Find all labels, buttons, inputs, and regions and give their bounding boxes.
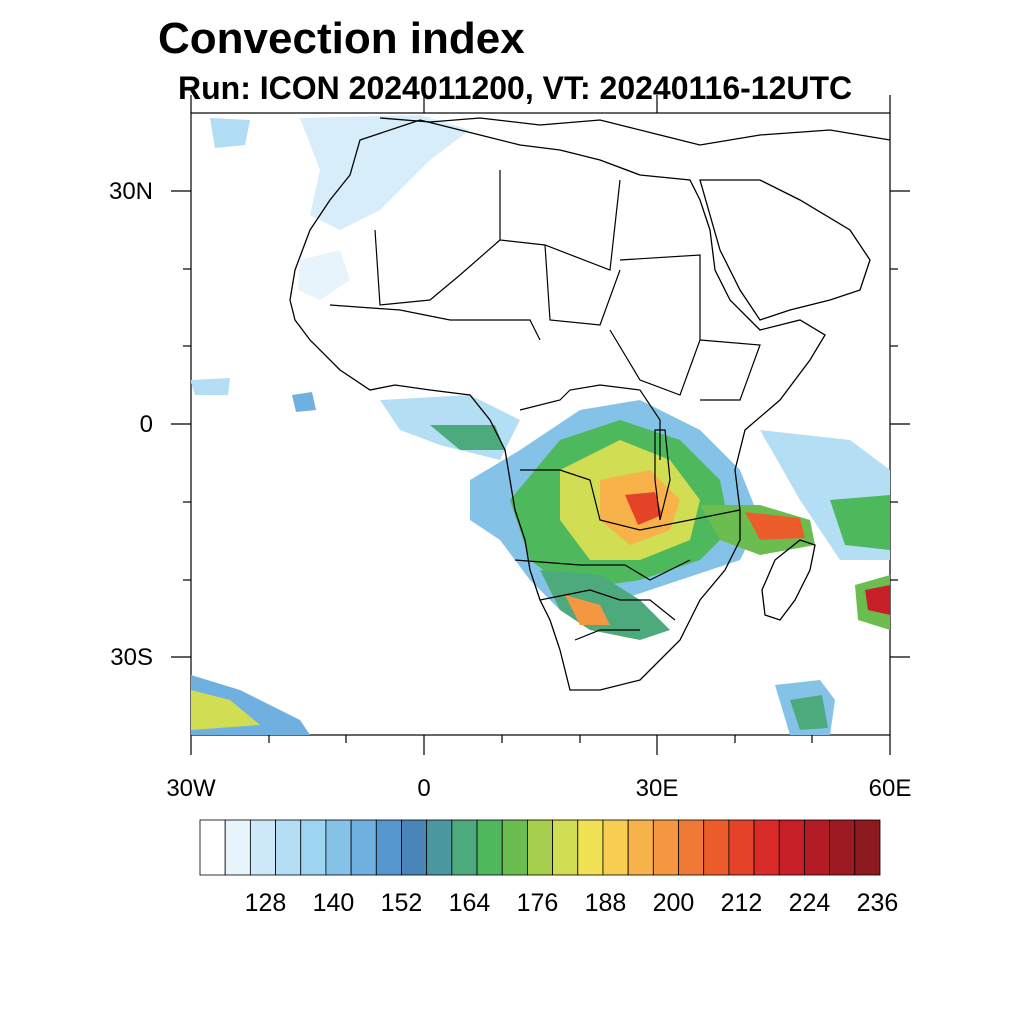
europe-coastline	[379, 117, 890, 146]
convection-field	[191, 115, 890, 735]
shade-cyclone-core	[865, 585, 890, 615]
colorbar-swatch	[527, 819, 553, 876]
shade-southern-core	[565, 595, 610, 625]
colorbar-label: 200	[653, 889, 695, 917]
shade-west-sahara	[298, 250, 350, 300]
shade-atlantic-blob	[292, 392, 316, 412]
colorbar-swatch	[501, 819, 528, 876]
shade-north-mediterranean	[300, 115, 470, 230]
border-central-1	[519, 384, 661, 460]
shade-sw-atlantic-core	[191, 690, 260, 730]
colorbar-label: 188	[585, 889, 627, 917]
shade-tanzania-core	[745, 512, 805, 540]
country-borders	[329, 170, 761, 641]
colorbar-swatch	[753, 819, 780, 876]
y-tick-label: 30S	[110, 644, 153, 671]
shade-southern-band	[540, 570, 670, 640]
border-lake	[654, 429, 671, 521]
colorbar-swatch	[577, 819, 604, 876]
x-tick-label: 30W	[166, 775, 216, 802]
colorbar-label: 164	[449, 889, 491, 917]
colorbar-label: 224	[789, 889, 831, 917]
axis-ticks	[171, 95, 910, 755]
shade-indian-green	[830, 495, 890, 550]
colorbar-label: 176	[517, 889, 559, 917]
border-southern-1	[514, 559, 691, 581]
colorbar-swatch	[426, 819, 453, 876]
colorbar-swatch	[401, 819, 428, 876]
x-tick-label: 60E	[869, 775, 912, 802]
colorbar-label: 212	[721, 889, 763, 917]
colorbar: 128 140 152 164 176 188 200 212 224 236	[199, 819, 899, 917]
x-tick-label: 0	[417, 775, 430, 802]
colorbar-swatch	[375, 819, 402, 876]
colorbar-swatch	[476, 819, 503, 876]
border-southern-2	[539, 589, 676, 621]
colorbar-swatch	[275, 819, 302, 876]
shade-south-indian-core	[790, 695, 828, 730]
colorbar-swatch	[199, 819, 226, 876]
colorbar-swatch	[249, 819, 276, 876]
shade-guinea-core	[430, 425, 505, 450]
colorbar-swatch	[350, 819, 377, 876]
colorbar-swatch	[325, 819, 352, 876]
colorbar-swatch	[829, 819, 856, 876]
border-sahel-2	[544, 244, 621, 326]
colorbar-swatch	[602, 819, 629, 876]
y-tick-label: 0	[140, 411, 153, 438]
colorbar-label: 236	[857, 889, 899, 917]
colorbar-swatch	[854, 819, 881, 876]
colorbar-swatch	[778, 819, 805, 876]
border-sudan	[609, 254, 701, 396]
madagascar-coastline	[761, 539, 816, 621]
shade-atlantic-streak	[191, 378, 230, 395]
shade-central-red	[625, 492, 662, 525]
coastlines	[289, 117, 890, 691]
colorbar-swatch	[728, 819, 755, 876]
colorbar-swatch	[703, 819, 730, 876]
border-north-2	[374, 229, 501, 306]
map-title: Convection index	[158, 14, 525, 63]
colorbar-swatch	[300, 819, 327, 876]
map-frame	[190, 112, 891, 736]
y-tick-label: 30N	[109, 178, 153, 205]
border-sahel-1	[329, 304, 541, 341]
colorbar-swatch	[678, 819, 705, 876]
colorbar-swatch	[804, 819, 831, 876]
border-central-2	[520, 469, 741, 531]
colorbar-swatch	[451, 819, 478, 876]
map-subtitle: Run: ICON 2024011200, VT: 20240116-12UTC	[178, 70, 853, 106]
shade-north-atlantic	[210, 118, 250, 148]
colorbar-label: 128	[245, 889, 287, 917]
colorbar-label: 140	[313, 889, 355, 917]
border-southern-3	[574, 629, 640, 641]
colorbar-swatch	[552, 819, 579, 876]
colorbar-swatch	[224, 819, 251, 876]
colorbar-swatch	[627, 819, 654, 876]
map-content	[191, 115, 890, 735]
africa-coastline	[289, 119, 826, 691]
colorbar-swatch	[652, 819, 679, 876]
border-east-1	[699, 339, 761, 401]
arabia-coastline	[699, 179, 871, 321]
colorbar-label: 152	[381, 889, 423, 917]
x-tick-label: 30E	[636, 775, 679, 802]
